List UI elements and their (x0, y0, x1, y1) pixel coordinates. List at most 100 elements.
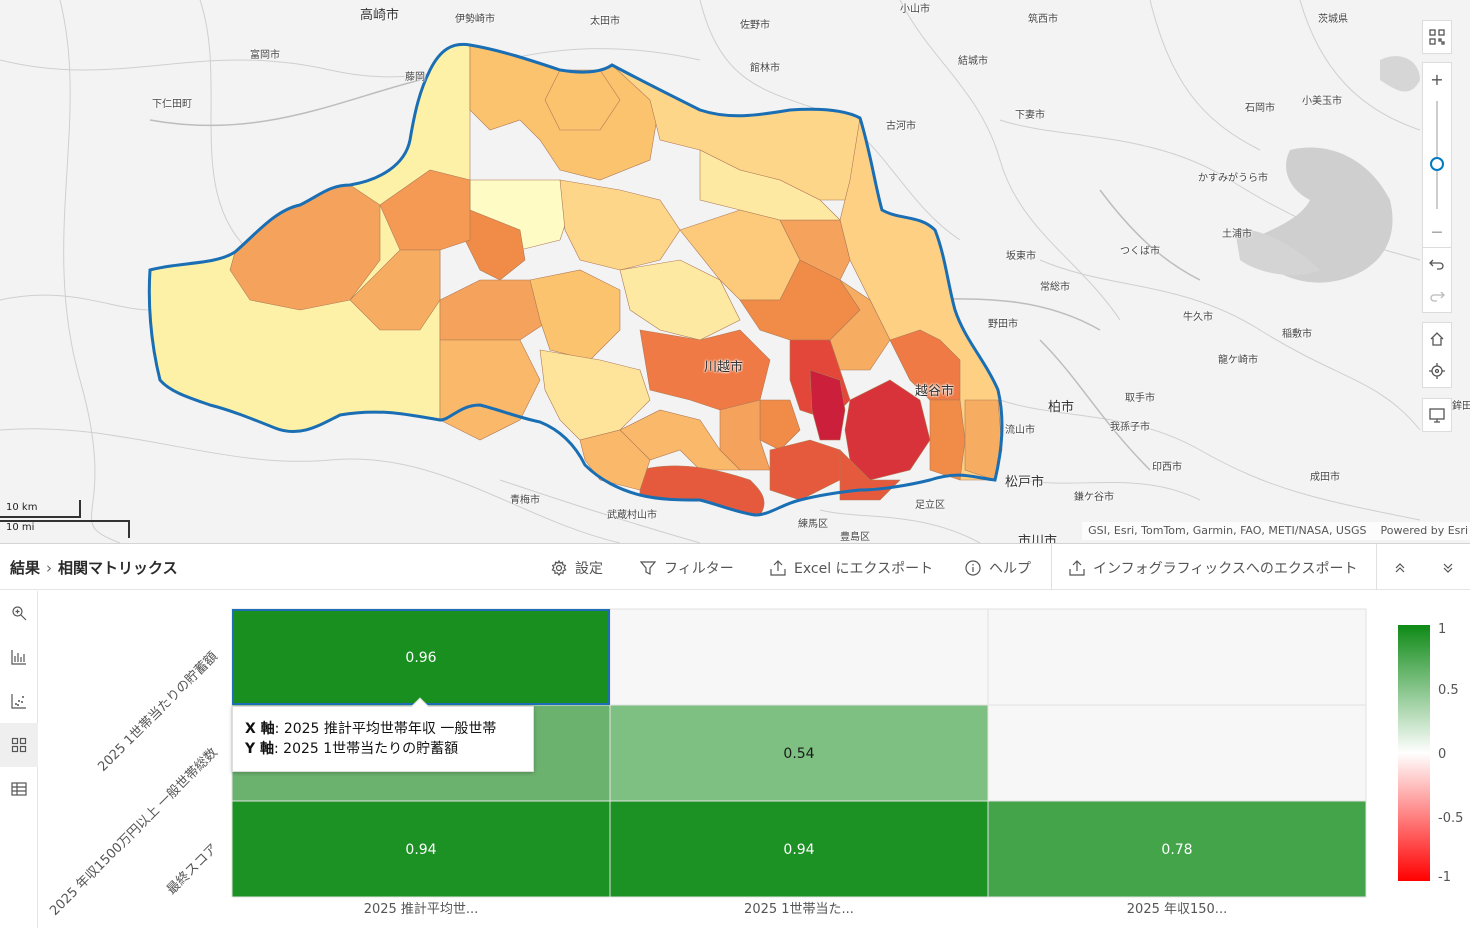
place-label: 常総市 (1040, 282, 1070, 293)
matrix-cell[interactable] (987, 800, 1367, 898)
matrix-cell-value: 0.78 (1161, 842, 1192, 858)
place-label: 野田市 (988, 319, 1018, 330)
undo-icon[interactable] (1423, 248, 1451, 280)
bar-chart-icon (11, 650, 26, 665)
place-label: 牛久市 (1183, 312, 1213, 323)
matrix-cell[interactable] (609, 704, 989, 802)
attribution-sources: GSI, Esri, TomTom, Garmin, FAO, METI/NAS… (1088, 524, 1367, 537)
powered-by-esri[interactable]: Powered by Esri (1380, 524, 1468, 537)
scatter-icon (11, 694, 26, 709)
place-label: かすみがうら市 (1198, 173, 1268, 184)
export-icon (1069, 560, 1085, 576)
x-axis-label: 2025 年収150... (1127, 902, 1227, 917)
zoom-slider-handle[interactable] (1430, 157, 1444, 171)
export-infographic-button[interactable]: インフォグラフィックスへのエクスポート (1069, 558, 1357, 578)
place-label: 下仁田町 (152, 99, 192, 110)
place-label: 成田市 (1310, 472, 1340, 483)
zoom-control[interactable]: + — (1422, 62, 1452, 248)
info-icon (965, 560, 981, 576)
breadcrumb: 結果 › 相関マトリックス (10, 557, 178, 578)
place-label: 稲敷市 (1282, 329, 1312, 340)
matrix-tooltip: X 軸: 2025 推計平均世帯年収 一般世帯 Y 軸: 2025 1世帯当たり… (232, 697, 534, 772)
settings-button[interactable]: 設定 (551, 558, 603, 578)
matrix-cell[interactable] (231, 608, 611, 706)
place-label: 藤岡 (405, 72, 425, 83)
export-excel-label: Excel にエクスポート (794, 561, 934, 577)
place-label: 下妻市 (1015, 110, 1045, 121)
nav-control[interactable] (1422, 322, 1452, 388)
matrix-button[interactable] (0, 723, 38, 767)
place-label: 茨城県 (1318, 14, 1348, 25)
color-scale-tick: 0.5 (1438, 683, 1459, 698)
chevrons-down-icon (1443, 563, 1453, 573)
place-label: 鎌ケ谷市 (1074, 492, 1114, 503)
place-label: 武蔵村山市 (607, 510, 657, 521)
zoom-search-button[interactable] (0, 591, 38, 635)
matrix-cell[interactable] (609, 608, 989, 706)
place-label: 土浦市 (1222, 229, 1252, 240)
qr-control[interactable] (1422, 20, 1452, 54)
chart-type-sidebar (0, 591, 38, 928)
place-label: つくば市 (1120, 246, 1160, 257)
history-control[interactable] (1422, 247, 1452, 313)
export-excel-button[interactable]: Excel にエクスポート (770, 558, 933, 578)
filter-button[interactable]: フィルター (640, 558, 734, 578)
color-scale-tick: 0 (1438, 747, 1446, 762)
toolbar-divider (1051, 544, 1052, 590)
place-label: 取手市 (1125, 393, 1155, 404)
matrix-cell[interactable] (987, 704, 1367, 802)
place-label: 高崎市 (360, 8, 400, 23)
help-button[interactable]: ヘルプ (965, 558, 1031, 578)
locate-icon[interactable] (1423, 355, 1451, 387)
table-button[interactable] (0, 767, 38, 811)
zoom-out-button[interactable]: — (1431, 224, 1443, 238)
export-infographic-label: インフォグラフィックスへのエクスポート (1093, 561, 1358, 577)
matrix-cell-value: 0.54 (783, 746, 814, 762)
filter-label: フィルター (664, 561, 734, 577)
place-label: 青梅市 (510, 495, 540, 506)
matrix-cell[interactable] (987, 608, 1367, 706)
zoom-in-button[interactable]: + (1430, 69, 1444, 89)
matrix-cell[interactable] (609, 800, 989, 898)
color-scale-tick: 1 (1438, 622, 1446, 637)
scale-mi-label: 10 mi (6, 522, 35, 533)
map-view[interactable]: 高崎市 伊勢崎市 太田市 佐野市 小山市 筑西市 茨城県 富岡市 館林市 結城市… (0, 0, 1470, 543)
x-axis-label: 2025 推計平均世... (364, 901, 479, 917)
place-label: 館林市 (750, 63, 780, 74)
place-label: 我孫子市 (1110, 422, 1150, 433)
toolbar-divider (1376, 544, 1377, 590)
x-axis-label: 2025 1世帯当た... (744, 902, 854, 917)
collapse-panel-button[interactable] (1441, 558, 1463, 578)
tooltip-y-key: Y 軸 (245, 741, 275, 757)
panel-header: 結果 › 相関マトリックス 設定 フィルター Excel にエクスポート ヘルプ イ… (0, 544, 1470, 590)
place-label: 伊勢崎市 (455, 14, 495, 25)
basemap (0, 0, 1421, 543)
matrix-cell[interactable] (231, 800, 611, 898)
zoom-slider[interactable] (1423, 95, 1451, 215)
home-icon[interactable] (1423, 323, 1451, 355)
screen-control[interactable] (1422, 398, 1452, 432)
place-label: 古河市 (886, 121, 916, 132)
place-label: 小美玉市 (1302, 96, 1342, 107)
scatter-button[interactable] (0, 679, 38, 723)
place-label: 印西市 (1152, 462, 1182, 473)
qr-icon[interactable] (1423, 21, 1451, 53)
expand-panel-button[interactable] (1393, 558, 1415, 578)
breadcrumb-root[interactable]: 結果 (10, 559, 41, 577)
bar-chart-button[interactable] (0, 635, 38, 679)
place-label: 柏市 (1048, 400, 1075, 415)
place-label: 越谷市 (915, 384, 955, 399)
place-label: 坂東市 (1006, 251, 1036, 262)
place-label: 鉾田市 (1452, 401, 1470, 412)
screen-icon[interactable] (1423, 399, 1451, 431)
scale-km-label: 10 km (6, 502, 38, 513)
filter-icon (640, 561, 656, 575)
map-attribution: GSI, Esri, TomTom, Garmin, FAO, METI/NAS… (1082, 522, 1470, 540)
place-label: 流山市 (1005, 425, 1035, 436)
place-label: 佐野市 (740, 20, 770, 31)
tooltip-x-value: : 2025 推計平均世帯年収 一般世帯 (274, 721, 497, 737)
chevrons-up-icon (1395, 563, 1405, 573)
redo-icon[interactable] (1423, 280, 1451, 312)
color-scale-tick: -0.5 (1438, 811, 1463, 826)
place-label: 川越市 (704, 360, 744, 375)
